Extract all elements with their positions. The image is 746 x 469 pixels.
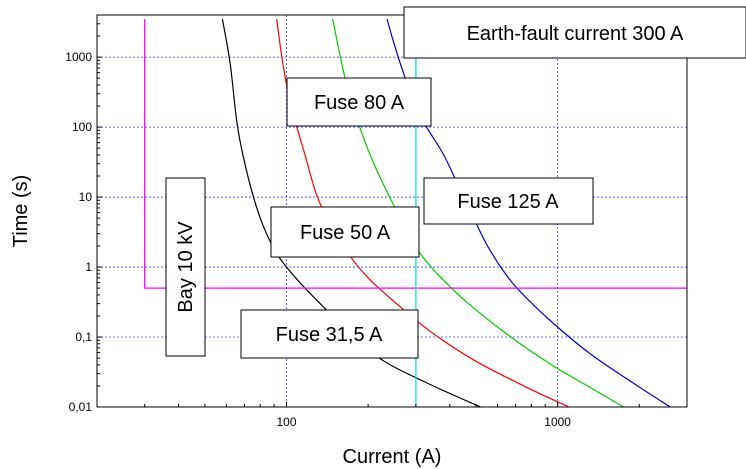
y-tick-label: 0,1 <box>75 330 92 344</box>
annotation-fuse-50: Fuse 50 A <box>270 206 420 258</box>
y-tick-label: 0,01 <box>69 400 93 414</box>
y-axis-title: Time (s) <box>10 175 32 248</box>
fuse-31-5-curve <box>221 18 481 407</box>
annotation-fuse-80: Fuse 80 A <box>286 77 432 127</box>
x-axis-title: Current (A) <box>343 446 442 468</box>
annotation-fuse-80-text: Fuse 80 A <box>314 92 405 114</box>
annotation-fuse-31-5-text: Fuse 31,5 A <box>276 324 383 346</box>
annotation-fuse-50-text: Fuse 50 A <box>300 222 391 244</box>
annotation-box <box>423 177 594 225</box>
y-tick-label: 10 <box>79 190 93 204</box>
x-tick-label: 1000 <box>544 415 571 429</box>
annotation-bay-10kv: Bay 10 kV <box>165 177 206 357</box>
annotation-fuse-125: Fuse 125 A <box>423 177 594 225</box>
y-tick-label: 1 <box>85 260 92 274</box>
annotation-box <box>270 206 420 258</box>
axis-ticks: 0,01 0,1 1 10 100 1000 100 1000 <box>65 14 688 429</box>
x-tick-label: 100 <box>276 415 296 429</box>
annotation-fuse-31-5: Fuse 31,5 A <box>240 309 419 359</box>
annotation-earth-fault-text: Earth-fault current 300 A <box>467 23 684 45</box>
annotation-box <box>286 77 432 127</box>
annotation-bay-10kv-text: Bay 10 kV <box>175 221 197 313</box>
annotation-box <box>240 309 419 359</box>
bay-10kv-line <box>144 19 687 289</box>
plot-frame <box>96 14 688 408</box>
y-tick-label: 100 <box>72 120 92 134</box>
annotation-box <box>403 6 746 59</box>
annotation-box <box>165 177 206 357</box>
annotation-fuse-125-text: Fuse 125 A <box>457 191 559 213</box>
y-tick-label: 1000 <box>65 50 92 64</box>
annotation-earth-fault: Earth-fault current 300 A <box>403 6 746 59</box>
